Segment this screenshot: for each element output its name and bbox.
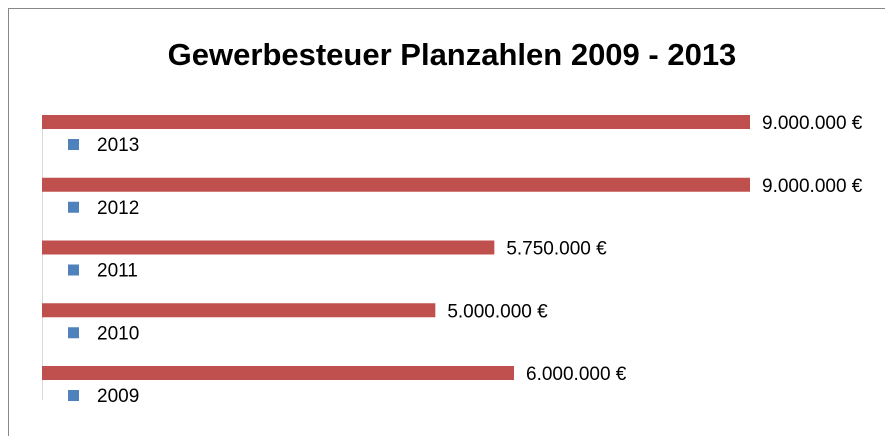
category-marker (68, 390, 79, 401)
value-label: 6.000.000 € (526, 364, 627, 385)
chart-title: Gewerbesteuer Planzahlen 2009 - 2013 (168, 37, 737, 72)
category-label: 2009 (97, 386, 139, 407)
category-marker (68, 139, 79, 150)
category-label: 2011 (97, 261, 138, 282)
bar (42, 177, 750, 192)
category-marker (68, 327, 79, 339)
category-label: 2012 (97, 198, 139, 219)
category-marker (68, 201, 79, 213)
bar (42, 115, 750, 129)
chart-border (8, 8, 885, 436)
value-label: 9.000.000 € (762, 113, 863, 134)
category-label: 2013 (97, 135, 139, 156)
bar (42, 366, 514, 380)
bar (42, 303, 436, 318)
value-label: 5.000.000 € (447, 301, 548, 322)
bar (42, 240, 495, 255)
category-marker (68, 264, 79, 276)
value-label: 5.750.000 € (506, 239, 607, 260)
value-label: 9.000.000 € (762, 176, 863, 197)
category-label: 2010 (97, 323, 139, 344)
